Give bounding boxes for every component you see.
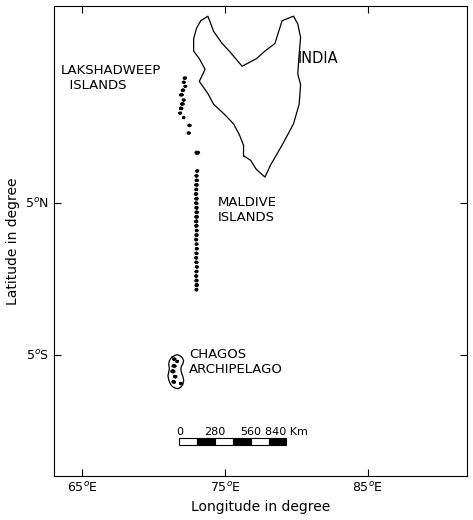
Polygon shape [182, 81, 185, 83]
Polygon shape [183, 77, 186, 79]
Polygon shape [181, 103, 184, 105]
Bar [269, 438, 286, 445]
Polygon shape [195, 284, 199, 287]
Polygon shape [195, 243, 198, 245]
Polygon shape [195, 225, 198, 227]
Polygon shape [196, 170, 199, 172]
Polygon shape [195, 188, 198, 191]
Polygon shape [195, 275, 198, 277]
Polygon shape [179, 382, 182, 385]
Text: 0: 0 [176, 427, 183, 437]
Polygon shape [195, 184, 198, 186]
Polygon shape [195, 261, 198, 264]
Polygon shape [195, 248, 198, 250]
Polygon shape [194, 193, 198, 196]
Polygon shape [172, 365, 176, 367]
Polygon shape [184, 85, 187, 87]
Bar [179, 438, 197, 445]
Polygon shape [187, 132, 190, 134]
Polygon shape [195, 151, 200, 154]
Text: 560: 560 [240, 427, 261, 437]
Polygon shape [195, 211, 198, 214]
Polygon shape [179, 112, 182, 114]
Polygon shape [195, 256, 198, 259]
Polygon shape [183, 99, 185, 101]
Bar [233, 438, 251, 445]
Polygon shape [194, 202, 198, 204]
Polygon shape [179, 107, 183, 110]
X-axis label: Longitude in degree: Longitude in degree [191, 500, 330, 514]
Text: INDIA: INDIA [298, 51, 338, 66]
Polygon shape [195, 229, 198, 231]
Y-axis label: Latitude in degree: Latitude in degree [6, 177, 19, 305]
Polygon shape [195, 215, 198, 218]
Polygon shape [176, 360, 178, 362]
Bar [197, 438, 215, 445]
Polygon shape [195, 220, 198, 223]
Polygon shape [195, 198, 198, 200]
Polygon shape [181, 89, 184, 92]
Polygon shape [174, 375, 177, 378]
Polygon shape [195, 270, 198, 272]
Polygon shape [195, 279, 198, 282]
Bar [215, 438, 233, 445]
Polygon shape [195, 289, 198, 291]
Polygon shape [195, 252, 198, 254]
Text: 840 Km: 840 Km [265, 427, 308, 437]
Polygon shape [173, 358, 176, 360]
Text: MALDIVE
ISLANDS: MALDIVE ISLANDS [218, 197, 277, 225]
Text: LAKSHADWEEP
  ISLANDS: LAKSHADWEEP ISLANDS [61, 64, 161, 93]
Polygon shape [188, 124, 191, 127]
Polygon shape [171, 370, 175, 373]
Text: 280: 280 [204, 427, 226, 437]
Polygon shape [195, 206, 198, 209]
Polygon shape [195, 175, 198, 177]
Polygon shape [172, 381, 175, 383]
Polygon shape [180, 94, 183, 96]
Polygon shape [195, 234, 198, 236]
Polygon shape [195, 179, 199, 181]
Text: CHAGOS
ARCHIPELAGO: CHAGOS ARCHIPELAGO [189, 348, 283, 376]
Polygon shape [195, 266, 198, 268]
Polygon shape [195, 238, 198, 241]
Polygon shape [183, 116, 185, 119]
Bar [251, 438, 269, 445]
